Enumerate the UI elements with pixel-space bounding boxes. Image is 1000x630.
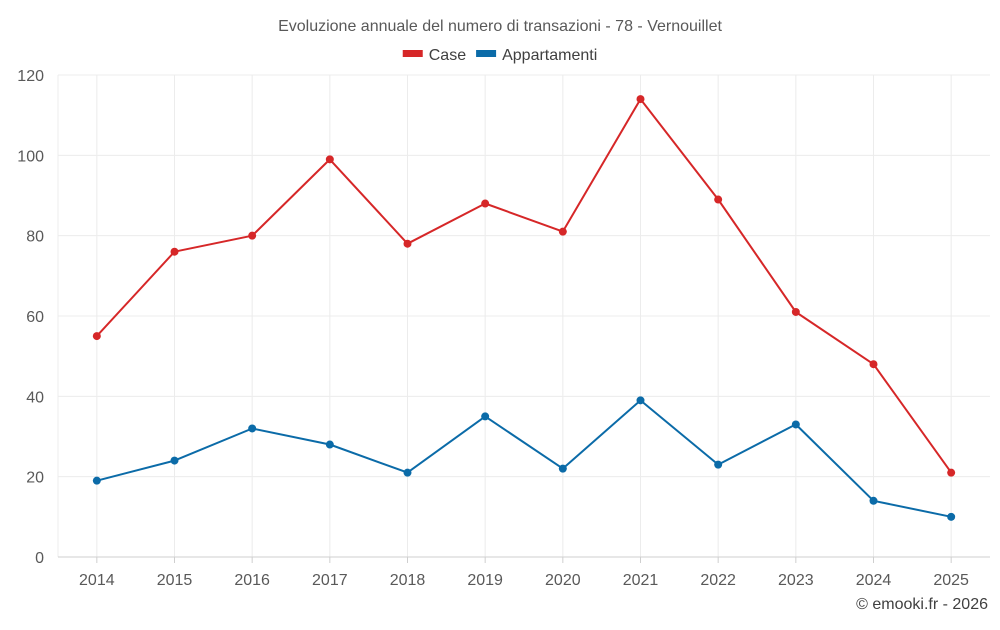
data-point <box>869 360 878 369</box>
data-point <box>947 468 956 477</box>
data-point <box>481 199 490 208</box>
series-layer <box>92 95 956 521</box>
x-tick-label: 2021 <box>623 572 659 589</box>
legend-item-appartamenti: Appartamenti <box>476 47 597 64</box>
data-point <box>325 155 334 164</box>
data-point <box>714 460 723 469</box>
series-case <box>92 95 956 477</box>
legend-item-case: Case <box>402 47 466 64</box>
legend: Case Appartamenti <box>402 47 597 64</box>
x-tick-label: 2014 <box>79 572 115 589</box>
data-point <box>481 412 490 421</box>
axes: 0 20 40 60 80 100 120 2014 2015 2016 2017 2018 2019 2… <box>17 68 990 589</box>
x-tick-label: 2019 <box>467 572 503 589</box>
y-tick-label: 120 <box>17 68 44 85</box>
series-line <box>96 98 953 474</box>
chart-title: Evoluzione annuale del numero di transaz… <box>278 18 722 35</box>
y-tick-label: 100 <box>17 148 44 165</box>
legend-swatch <box>402 50 423 57</box>
data-point <box>636 95 645 104</box>
x-tick-label: 2022 <box>700 572 736 589</box>
data-point <box>403 468 412 477</box>
y-tick-label: 40 <box>26 389 44 406</box>
data-point <box>714 195 723 204</box>
x-tick-label: 2018 <box>390 572 426 589</box>
grid <box>58 74 990 557</box>
x-tick-label: 2023 <box>778 572 814 589</box>
data-point <box>558 464 567 473</box>
legend-label: Appartamenti <box>502 47 597 64</box>
legend-swatch <box>476 50 497 57</box>
data-point <box>92 476 101 485</box>
x-tick-label: 2020 <box>545 572 581 589</box>
y-tick-label: 20 <box>26 470 44 487</box>
series-line <box>96 399 952 518</box>
data-point <box>248 231 257 240</box>
data-point <box>947 512 956 521</box>
y-tick-label: 0 <box>35 550 44 567</box>
y-tick-label: 60 <box>26 309 44 326</box>
y-tick-label: 80 <box>26 229 44 246</box>
credit-text: © emooki.fr - 2026 <box>856 596 988 613</box>
data-point <box>170 456 179 465</box>
x-tick-label: 2024 <box>856 572 892 589</box>
data-point <box>791 420 800 429</box>
data-point <box>791 307 800 316</box>
x-tick-label: 2025 <box>933 572 969 589</box>
x-tick-label: 2015 <box>157 572 193 589</box>
data-point <box>869 496 878 505</box>
x-tick-label: 2017 <box>312 572 348 589</box>
data-point <box>325 440 334 449</box>
data-point <box>92 332 101 341</box>
data-point <box>403 239 412 248</box>
legend-label: Case <box>429 47 466 64</box>
data-point <box>636 396 645 405</box>
x-tick-label: 2016 <box>234 572 270 589</box>
series-appartamenti <box>92 396 956 521</box>
data-point <box>558 227 567 236</box>
data-point <box>248 424 257 433</box>
data-point <box>170 247 179 256</box>
